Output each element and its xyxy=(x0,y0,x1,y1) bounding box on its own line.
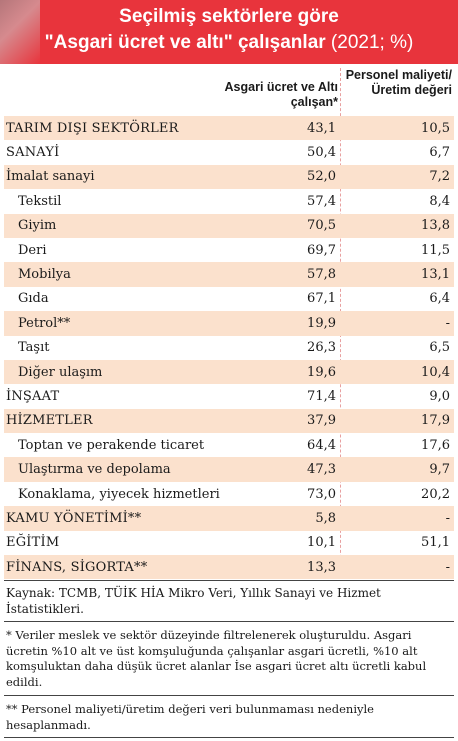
cost-ratio-value: - xyxy=(445,315,450,331)
row-label: Mobilya xyxy=(18,267,71,283)
cost-ratio-value: - xyxy=(445,510,450,526)
min-wage-value: 64,4 xyxy=(307,437,336,453)
min-wage-value: 19,9 xyxy=(307,315,336,331)
source-note: Kaynak: TCMB, TÜİK HİA Mikro Veri, Yıllı… xyxy=(4,580,454,622)
column-headers: Asgari ücret ve Altı çalışan* Personel m… xyxy=(0,64,458,116)
min-wage-value: 67,1 xyxy=(307,291,336,307)
data-table: TARIM DIŞI SEKTÖRLER 43,1 10,5 SANAYİ 50,4 6… xyxy=(4,116,454,580)
column-header-min-wage: Asgari ücret ve Altı çalışan* xyxy=(224,80,338,109)
table-row: Tekstil 57,4 8,4 xyxy=(4,189,454,213)
min-wage-value: 71,4 xyxy=(307,388,336,404)
row-label: EĞİTİM xyxy=(6,535,60,551)
table-row: Taşıt 26,3 6,5 xyxy=(4,336,454,360)
min-wage-value: 26,3 xyxy=(307,340,336,356)
table-row: FİNANS, SİGORTA** 13,3 - xyxy=(4,555,454,580)
cost-ratio-value: 10,4 xyxy=(421,364,450,380)
min-wage-value: 57,4 xyxy=(307,193,336,209)
row-label: FİNANS, SİGORTA** xyxy=(6,559,148,575)
min-wage-value: 50,4 xyxy=(307,145,336,161)
table-row: HİZMETLER 37,9 17,9 xyxy=(4,408,454,434)
min-wage-value: 73,0 xyxy=(307,486,336,502)
row-label: İmalat sanayi xyxy=(6,169,95,185)
row-label: Deri xyxy=(18,242,47,258)
cost-ratio-value: 13,8 xyxy=(421,218,450,234)
row-label: Giyim xyxy=(18,218,57,234)
min-wage-value: 5,8 xyxy=(315,510,336,526)
title-subtitle: (2021; %) xyxy=(325,32,414,53)
row-label: SANAYİ xyxy=(6,145,60,161)
row-label: Ulaştırma ve depolama xyxy=(18,462,171,478)
table-row: Ulaştırma ve depolama 47,3 9,7 xyxy=(4,457,454,482)
cost-ratio-value: 17,6 xyxy=(421,437,450,453)
table-row: Diğer ulaşım 19,6 10,4 xyxy=(4,359,454,385)
table-row: KAMU YÖNETİMİ** 5,8 - xyxy=(4,506,454,531)
cost-ratio-value: 7,2 xyxy=(429,169,450,185)
cost-ratio-value: 51,1 xyxy=(421,535,450,551)
column-header-personnel-cost: Personel maliyeti/ Üretim değeri xyxy=(345,68,452,97)
min-wage-value: 57,8 xyxy=(307,267,336,283)
cost-ratio-value: 9,0 xyxy=(429,388,450,404)
table-row: İNŞAAT 71,4 9,0 xyxy=(4,384,454,408)
footnote-2: ** Personel maliyeti/üretim değeri veri … xyxy=(4,698,454,738)
min-wage-value: 13,3 xyxy=(307,559,336,575)
table-row: Konaklama, yiyecek hizmetleri 73,0 20,2 xyxy=(4,482,454,506)
min-wage-value: 52,0 xyxy=(307,169,336,185)
table-row: Mobilya 57,8 13,1 xyxy=(4,262,454,287)
cost-ratio-value: - xyxy=(445,559,450,575)
row-label: TARIM DIŞI SEKTÖRLER xyxy=(6,120,179,136)
table-row: Gıda 67,1 6,4 xyxy=(4,287,454,311)
table-row: Petrol** 19,9 - xyxy=(4,311,454,336)
min-wage-value: 43,1 xyxy=(307,120,336,136)
decorative-image xyxy=(0,0,40,64)
cost-ratio-value: 6,7 xyxy=(429,145,450,161)
row-label: Tekstil xyxy=(18,193,62,209)
cost-ratio-value: 8,4 xyxy=(429,193,450,209)
cost-ratio-value: 10,5 xyxy=(421,120,450,136)
row-label: Petrol** xyxy=(18,315,71,331)
table-row: İmalat sanayi 52,0 7,2 xyxy=(4,164,454,190)
row-label: Konaklama, yiyecek hizmetleri xyxy=(18,486,220,502)
title-line-2: "Asgari ücret ve altı" çalışanlar (2021;… xyxy=(0,32,458,54)
cost-ratio-value: 11,5 xyxy=(421,242,450,258)
min-wage-value: 47,3 xyxy=(307,462,336,478)
table-row: EĞİTİM 10,1 51,1 xyxy=(4,531,454,555)
min-wage-value: 10,1 xyxy=(307,535,336,551)
min-wage-value: 69,7 xyxy=(307,242,336,258)
table-row: Deri 69,7 11,5 xyxy=(4,238,454,262)
table-row: Toptan ve perakende ticaret 64,4 17,6 xyxy=(4,433,454,457)
cost-ratio-value: 6,4 xyxy=(429,291,450,307)
row-label: İNŞAAT xyxy=(6,388,60,404)
cost-ratio-value: 20,2 xyxy=(421,486,450,502)
cost-ratio-value: 17,9 xyxy=(421,413,450,429)
cost-ratio-value: 6,5 xyxy=(429,340,450,356)
row-label: Toptan ve perakende ticaret xyxy=(18,437,205,453)
row-label: Taşıt xyxy=(18,340,50,356)
footnote-1: * Veriler meslek ve sektör düzeyinde fil… xyxy=(4,624,454,696)
title-line-1: Seçilmiş sektörlere göre xyxy=(119,6,339,27)
title-main: "Asgari ücret ve altı" çalışanlar xyxy=(44,32,326,53)
row-label: HİZMETLER xyxy=(6,413,93,429)
table-row: SANAYİ 50,4 6,7 xyxy=(4,140,454,164)
min-wage-value: 37,9 xyxy=(307,413,336,429)
title-banner: Seçilmiş sektörlere göre "Asgari ücret v… xyxy=(0,0,458,64)
cost-ratio-value: 13,1 xyxy=(421,267,450,283)
table-row: TARIM DIŞI SEKTÖRLER 43,1 10,5 xyxy=(4,116,454,141)
row-label: KAMU YÖNETİMİ** xyxy=(6,510,142,526)
cost-ratio-value: 9,7 xyxy=(429,462,450,478)
row-label: Diğer ulaşım xyxy=(18,364,103,380)
table-row: Giyim 70,5 13,8 xyxy=(4,213,454,238)
min-wage-value: 70,5 xyxy=(307,218,336,234)
min-wage-value: 19,6 xyxy=(307,364,336,380)
row-label: Gıda xyxy=(18,291,49,307)
